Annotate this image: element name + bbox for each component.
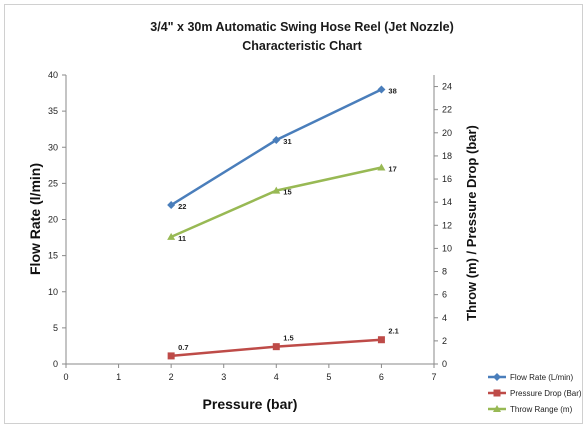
y2-axis-title: Throw (m) / Pressure Drop (bar): [464, 125, 479, 321]
data-point: [167, 201, 176, 210]
data-point: [167, 352, 175, 360]
data-label: 1.5: [283, 334, 293, 343]
data-label: 11: [178, 234, 186, 243]
y-tick-label: 15: [48, 251, 58, 261]
series-line: [170, 166, 382, 238]
legend-marker: [493, 373, 501, 381]
y-tick-label: 10: [48, 287, 58, 297]
y2-tick-label: 24: [442, 82, 452, 92]
y2-tick-label: 2: [442, 336, 447, 346]
y2-tick-label: 16: [442, 174, 452, 184]
data-point: [272, 343, 280, 351]
legend-label: Pressure Drop (Bar): [510, 389, 582, 398]
series-1: 22 31 38: [167, 85, 397, 211]
series-2: 0.7 1.5 2.1: [167, 327, 399, 360]
y-axis-title: Flow Rate (l/min): [27, 163, 43, 275]
x-tick-label: 0: [63, 372, 68, 382]
y-tick-label: 5: [53, 323, 58, 333]
y-tick-label: 0: [53, 359, 58, 369]
legend-label: Flow Rate (L/min): [510, 373, 573, 382]
y2-tick-label: 22: [442, 105, 452, 115]
y2-tick-label: 0: [442, 359, 447, 369]
data-point: [377, 336, 385, 344]
y2-tick-label: 4: [442, 313, 447, 323]
y2-tick-label: 18: [442, 151, 452, 161]
y2-tick-label: 8: [442, 267, 447, 277]
y-tick-label: 40: [48, 70, 58, 80]
data-label: 17: [388, 164, 396, 173]
legend-marker: [493, 405, 501, 412]
chart-title: 3/4" x 30m Automatic Swing Hose Reel (Je…: [150, 20, 453, 34]
x-tick-label: 1: [116, 372, 121, 382]
legend: Flow Rate (L/min) Pressure Drop (Bar) Thro…: [488, 373, 582, 414]
chart-subtitle: Characteristic Chart: [242, 39, 362, 53]
x-tick-label: 6: [379, 372, 384, 382]
data-point: [377, 85, 386, 94]
x-tick-label: 2: [169, 372, 174, 382]
data-point: [272, 136, 281, 145]
y-tick-label: 30: [48, 142, 58, 152]
x-tick-label: 3: [221, 372, 226, 382]
y2-tick-label: 10: [442, 243, 452, 253]
x-axis-title: Pressure (bar): [203, 396, 298, 412]
data-label: 0.7: [178, 343, 188, 352]
series-3: 11 15 17: [167, 163, 397, 243]
data-label: 2.1: [388, 327, 398, 336]
series-group: 22 31 38 0.7 1.5 2.1 11 15 17: [167, 85, 399, 360]
x-tick-label: 7: [431, 372, 436, 382]
data-point: [377, 163, 386, 171]
chart-frame: [4, 4, 583, 424]
y-tick-label: 35: [48, 106, 58, 116]
y2-tick-label: 14: [442, 197, 452, 207]
data-label: 31: [283, 137, 291, 146]
x-tick-label: 5: [326, 372, 331, 382]
y2-tick-label: 6: [442, 290, 447, 300]
y2-tick-label: 20: [442, 128, 452, 138]
data-point: [272, 186, 281, 194]
data-label: 22: [178, 202, 186, 211]
y2-tick-label: 12: [442, 220, 452, 230]
y-tick-label: 25: [48, 178, 58, 188]
data-label: 15: [283, 188, 291, 197]
legend-marker: [493, 389, 501, 397]
axes-group: 0 1 2 3 4 5 6 705101520253035400246810121416182…: [48, 70, 452, 382]
data-label: 38: [388, 86, 396, 95]
x-tick-label: 4: [274, 372, 279, 382]
legend-label: Throw Range (m): [510, 405, 573, 414]
y-tick-label: 20: [48, 215, 58, 225]
data-point: [167, 232, 176, 240]
